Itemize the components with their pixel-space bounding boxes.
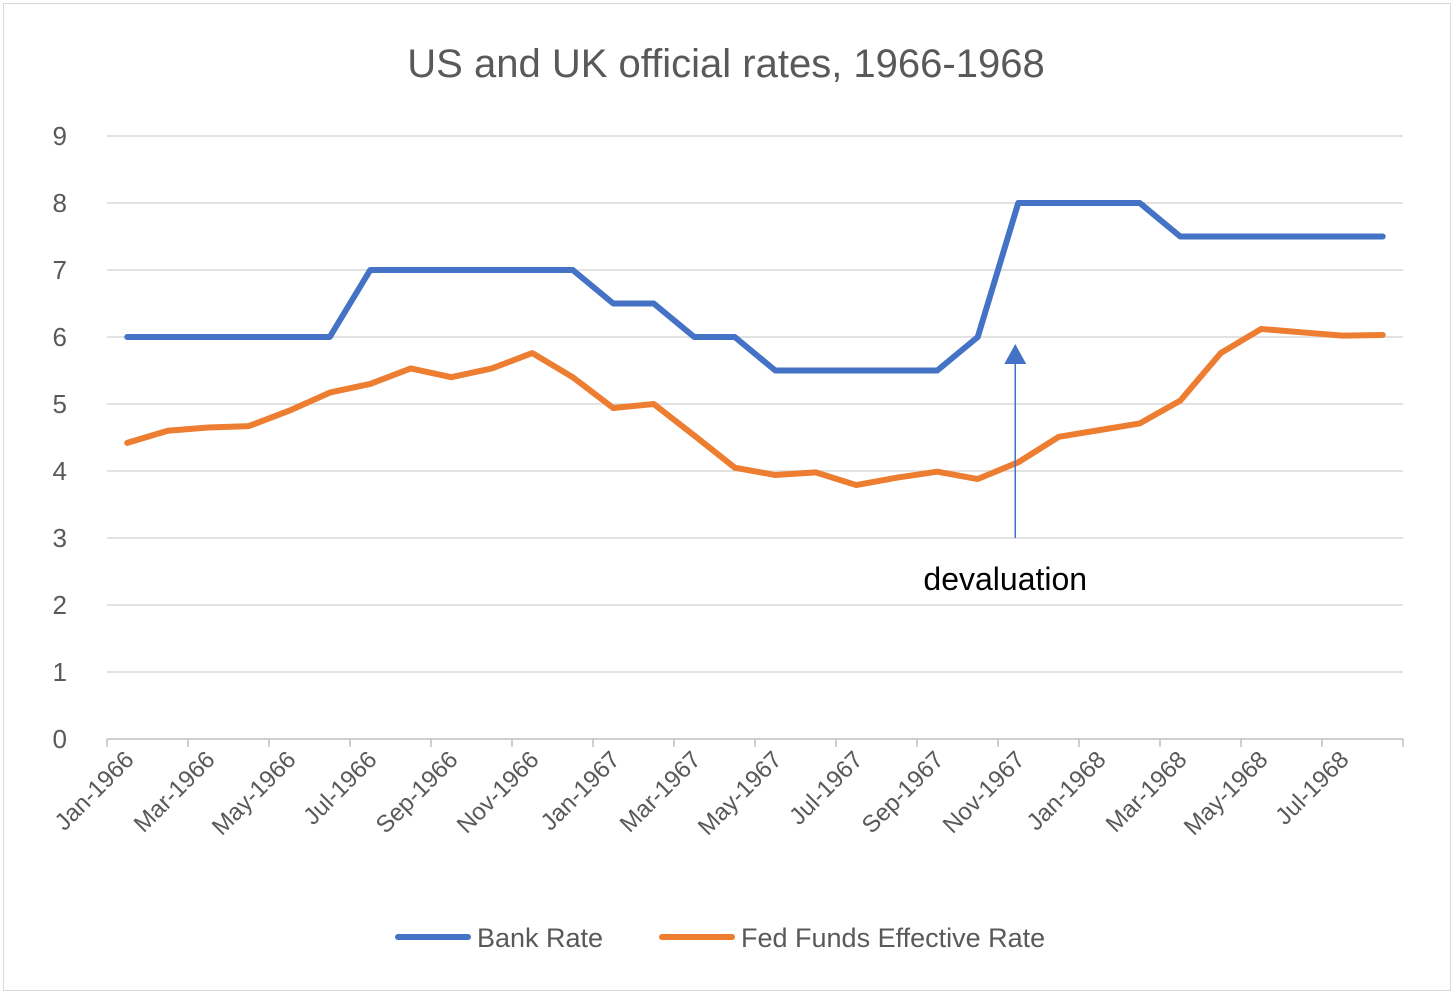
x-tick-label: Mar-1967: [615, 746, 707, 838]
x-tick-label: Jul-1968: [1270, 746, 1354, 830]
series-line-fed-funds-effective-rate: [124, 325, 1386, 489]
x-tick-label: Mar-1966: [129, 746, 221, 838]
y-tick-label: 1: [53, 657, 67, 687]
x-axis-tick-labels: Jan-1966Mar-1966May-1966Jul-1966Sep-1966…: [50, 746, 1355, 841]
gridlines: [107, 135, 1403, 673]
y-tick-label: 5: [53, 389, 67, 419]
y-tick-label: 0: [53, 724, 67, 754]
x-axis: [106, 738, 1404, 747]
legend: Bank Rate Fed Funds Effective Rate: [395, 923, 1045, 953]
annotation-arrow-head: [1004, 344, 1027, 364]
annotations: devaluation: [923, 344, 1087, 597]
x-tick-label: May-1966: [207, 746, 302, 841]
y-tick-label: 6: [53, 322, 67, 352]
annotation-label: devaluation: [923, 561, 1087, 597]
y-tick-label: 4: [53, 456, 67, 486]
y-axis-tick-labels: 0 1 2 3 4 5 6 7 8 9: [53, 121, 67, 754]
y-tick-label: 8: [53, 188, 67, 218]
x-tick-label: Nov-1967: [938, 746, 1031, 839]
series-lines: [124, 200, 1386, 489]
y-tick-label: 7: [53, 255, 67, 285]
x-tick-label: Jan-1966: [50, 746, 140, 836]
x-tick-label: Nov-1966: [452, 746, 545, 839]
legend-label: Fed Funds Effective Rate: [741, 923, 1045, 953]
y-tick-label: 9: [53, 121, 67, 151]
x-tick-label: Mar-1968: [1101, 746, 1193, 838]
series-line-bank-rate: [124, 200, 1386, 374]
x-tick-label: Sep-1967: [857, 746, 950, 839]
x-tick-label: Jan-1967: [536, 746, 626, 836]
x-tick-label: Jul-1966: [298, 746, 382, 830]
chart-title: US and UK official rates, 1966-1968: [407, 42, 1044, 86]
x-tick-label: Jul-1967: [784, 746, 868, 830]
y-tick-label: 3: [53, 523, 67, 553]
y-tick-label: 2: [53, 590, 67, 620]
x-tick-label: Jan-1968: [1022, 746, 1112, 836]
x-tick-label: Sep-1966: [371, 746, 464, 839]
x-tick-label: May-1968: [1179, 746, 1274, 841]
legend-label: Bank Rate: [477, 923, 603, 953]
x-tick-label: May-1967: [693, 746, 788, 841]
chart-frame: [3, 3, 1451, 991]
